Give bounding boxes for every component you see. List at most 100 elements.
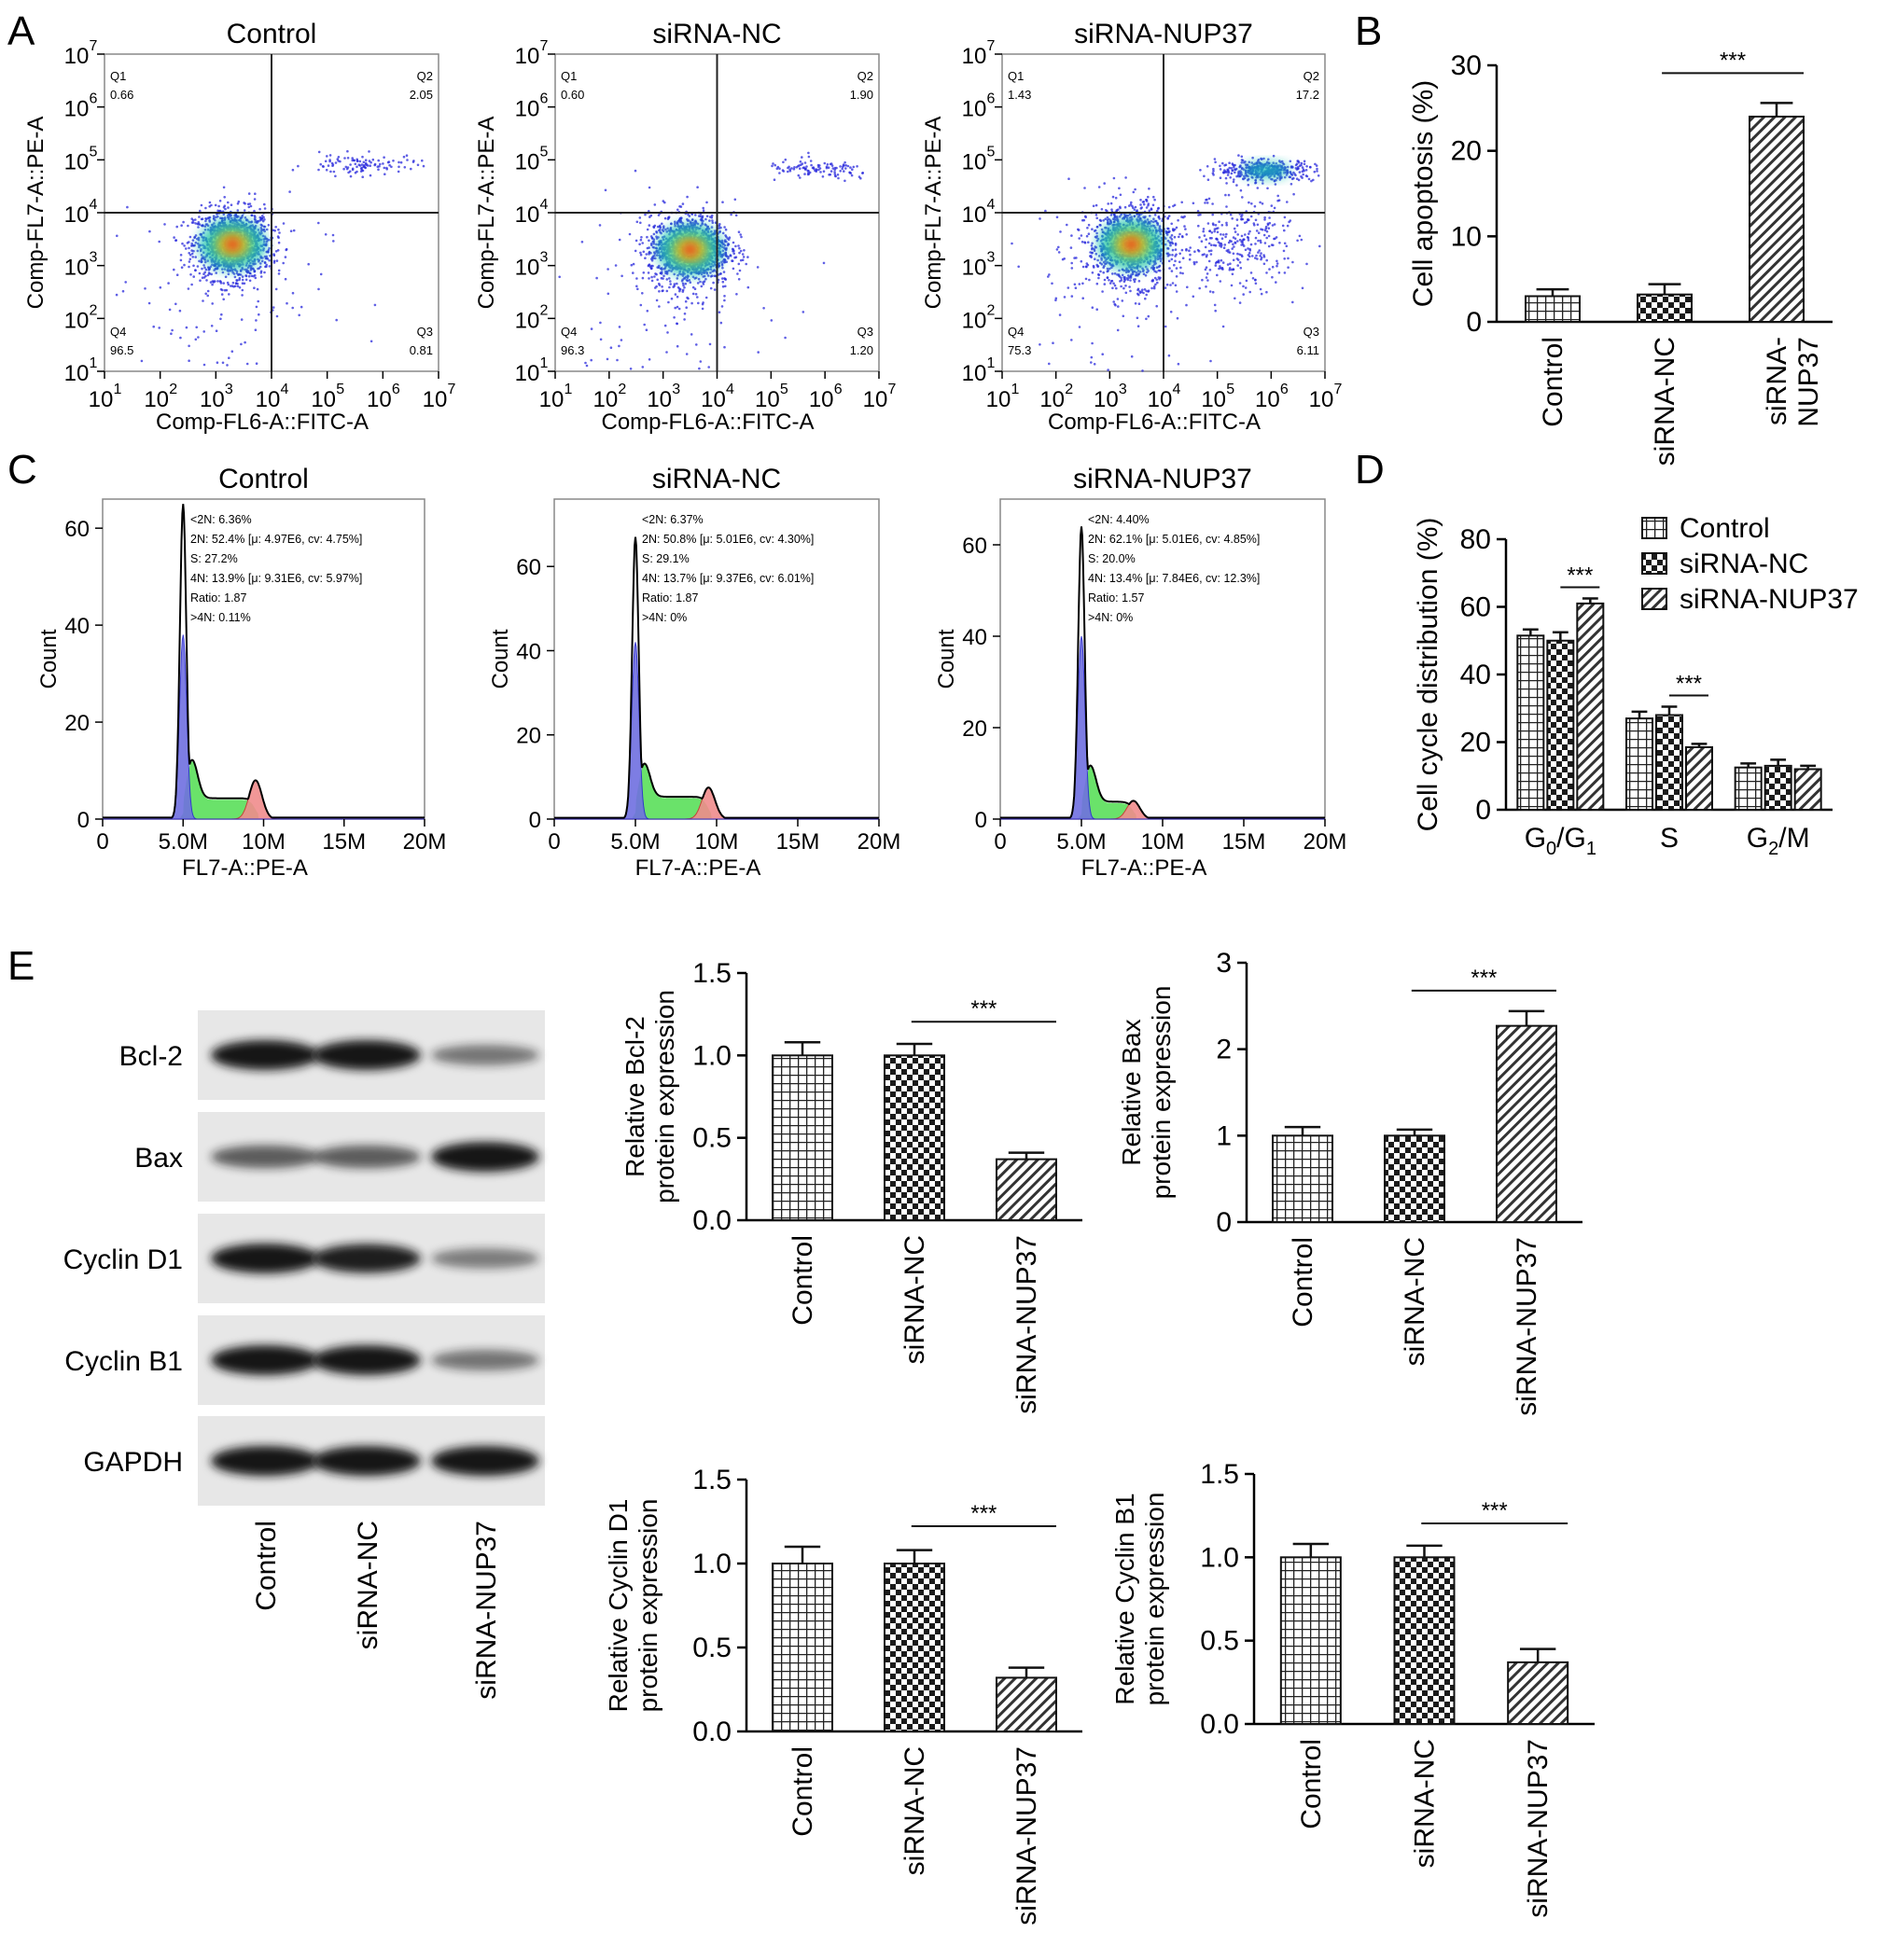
event-dot <box>1145 293 1148 297</box>
event-dot <box>307 262 311 266</box>
event-dot <box>332 240 335 243</box>
event-dot <box>851 168 854 171</box>
event-dot <box>653 252 657 256</box>
y-tick-exponent: 7 <box>90 38 98 54</box>
event-dot <box>238 285 242 289</box>
event-dot <box>1173 235 1177 239</box>
event-dot <box>797 174 801 177</box>
event-dot <box>199 279 202 283</box>
event-dot <box>1093 266 1095 269</box>
event-dot <box>674 222 676 226</box>
event-dot <box>188 246 190 250</box>
event-dot <box>397 160 400 164</box>
event-dot <box>787 170 789 174</box>
event-dot <box>1174 284 1178 287</box>
event-dot <box>1260 252 1262 255</box>
event-dot <box>653 203 657 206</box>
event-dot <box>722 260 726 264</box>
event-dot <box>416 163 420 167</box>
event-dot <box>668 285 671 289</box>
event-dot <box>277 272 281 275</box>
event-dot <box>698 367 701 370</box>
event-dot <box>674 220 676 224</box>
event-dot <box>724 234 727 237</box>
event-dot <box>663 216 667 220</box>
event-dot <box>1127 274 1130 277</box>
event-dot <box>237 200 241 203</box>
event-dot <box>361 155 364 159</box>
event-dot <box>264 265 267 269</box>
y-tick-exponent: 6 <box>90 91 98 107</box>
event-dot <box>388 163 391 167</box>
x-tick-label: 10 <box>863 387 888 412</box>
event-dot <box>661 289 664 293</box>
event-dot <box>1138 290 1141 293</box>
event-dot <box>1113 214 1116 216</box>
event-dot <box>1304 169 1308 172</box>
event-dot <box>620 274 623 278</box>
event-dot <box>1117 208 1120 211</box>
event-dot <box>1204 245 1207 249</box>
event-dot <box>1273 206 1276 210</box>
event-dot <box>319 272 323 276</box>
event-dot <box>331 163 335 166</box>
event-dot <box>1174 248 1178 251</box>
event-dot <box>1273 223 1276 226</box>
y-tick-label: 10 <box>64 97 90 122</box>
event-dot <box>300 305 303 309</box>
event-dot <box>116 234 118 238</box>
event-dot <box>663 201 666 204</box>
event-dot <box>187 287 190 290</box>
event-dot <box>807 170 810 173</box>
event-dot <box>737 230 741 233</box>
event-dot <box>1290 177 1294 181</box>
event-dot <box>1146 271 1149 274</box>
event-dot <box>206 273 210 277</box>
event-dot <box>1234 168 1236 171</box>
event-dot <box>1173 263 1176 267</box>
event-dot <box>653 254 656 257</box>
quadrant-name: Q4 <box>110 325 126 339</box>
event-dot <box>1153 214 1157 216</box>
event-dot <box>261 219 265 223</box>
event-dot <box>1225 232 1228 236</box>
event-dot <box>317 221 320 225</box>
event-dot <box>833 168 836 172</box>
event-dot <box>259 262 262 265</box>
event-dot <box>189 273 192 276</box>
event-dot <box>814 169 816 173</box>
event-dot <box>1109 202 1113 205</box>
event-dot <box>735 293 738 296</box>
event-dot <box>580 241 584 243</box>
event-dot <box>188 344 190 348</box>
event-dot <box>354 162 357 166</box>
event-dot <box>1250 202 1253 205</box>
density-peak <box>681 243 699 257</box>
event-dot <box>1188 249 1191 253</box>
event-dot <box>658 290 661 293</box>
event-dot <box>255 305 258 309</box>
event-dot <box>642 271 646 274</box>
event-dot <box>202 330 205 333</box>
event-dot <box>687 213 690 216</box>
event-dot <box>198 271 202 275</box>
event-dot <box>228 356 230 360</box>
event-dot <box>1231 247 1234 250</box>
event-dot <box>397 170 400 174</box>
event-dot <box>648 224 651 227</box>
event-dot <box>687 297 690 300</box>
event-dot <box>259 275 263 278</box>
event-dot <box>1192 260 1196 264</box>
event-dot <box>673 316 676 319</box>
event-dot <box>240 318 244 321</box>
event-dot <box>696 282 700 285</box>
y-tick-exponent: 2 <box>90 302 98 318</box>
event-dot <box>1091 228 1094 230</box>
event-dot <box>244 274 248 278</box>
event-dot <box>1211 202 1214 205</box>
event-dot <box>639 238 643 242</box>
event-dot <box>704 296 708 299</box>
event-dot <box>256 221 258 224</box>
event-dot <box>1313 170 1317 174</box>
event-dot <box>1266 223 1270 227</box>
